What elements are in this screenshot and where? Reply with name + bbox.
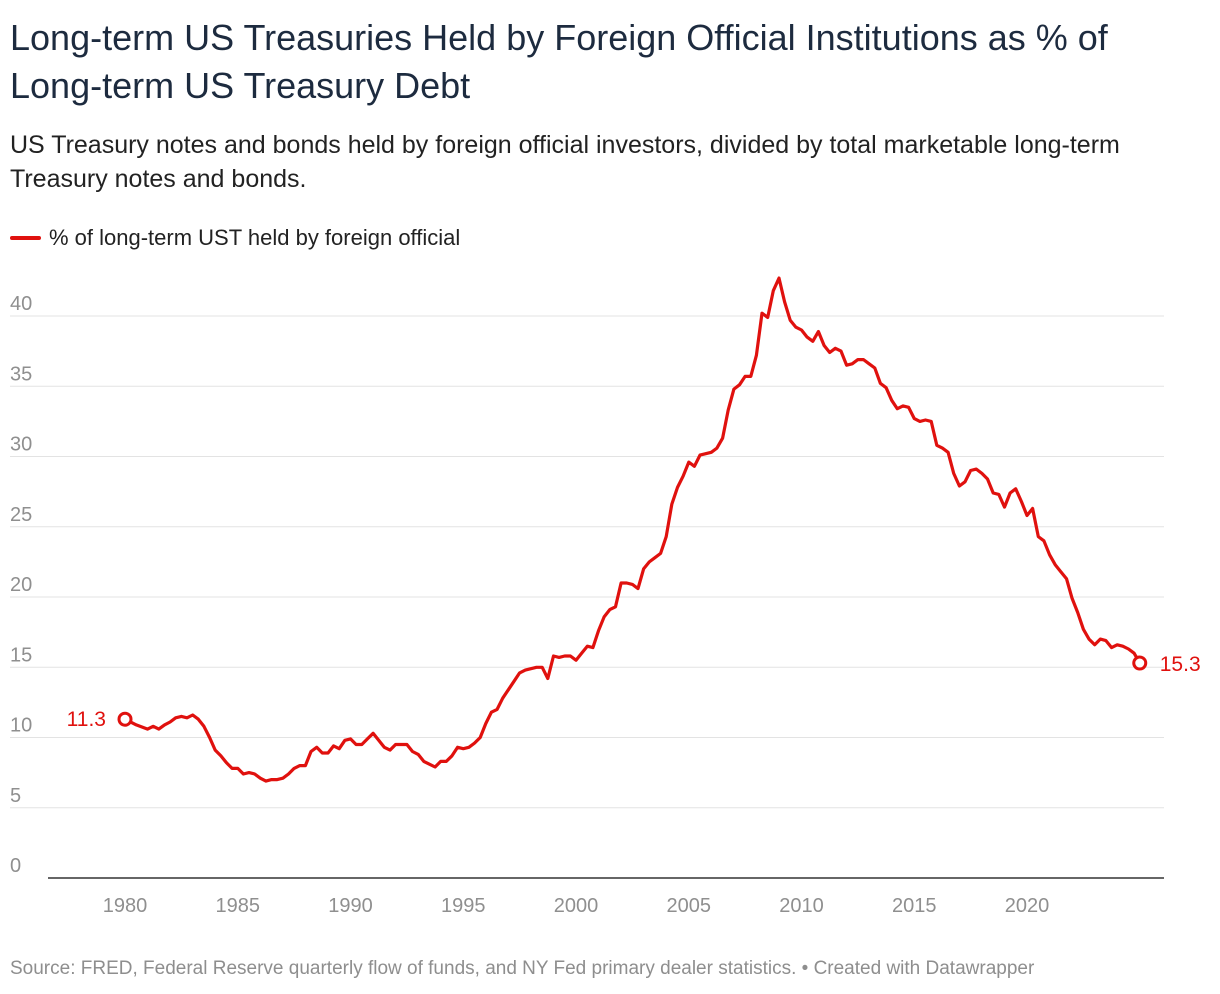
x-tick-label: 1995 (441, 895, 486, 917)
x-tick-label: 1980 (103, 895, 148, 917)
x-tick-label: 2020 (1005, 895, 1050, 917)
chart-subtitle: US Treasury notes and bonds held by fore… (10, 131, 1120, 193)
series-line (123, 276, 1142, 783)
x-tick-label: 2005 (667, 895, 712, 917)
y-tick-label: 15 (10, 644, 32, 666)
x-tick-label: 2000 (554, 895, 599, 917)
y-tick-label: 25 (10, 504, 32, 526)
x-tick-label: 1990 (328, 895, 373, 917)
x-tick-label: 1985 (216, 895, 261, 917)
x-tick-label: 2015 (892, 895, 937, 917)
y-tick-label: 0 (10, 855, 21, 877)
y-tick-label: 35 (10, 363, 32, 385)
chart-title: Long-term US Treasuries Held by Foreign … (10, 17, 1108, 106)
y-tick-label: 10 (10, 715, 32, 737)
source-note: Source: FRED, Federal Reserve quarterly … (10, 958, 1035, 979)
y-tick-label: 30 (10, 434, 32, 456)
y-tick-label: 40 (10, 293, 32, 315)
y-tick-label: 20 (10, 574, 32, 596)
legend-label: % of long-term UST held by foreign offic… (49, 225, 461, 250)
start-point-marker (117, 711, 133, 727)
x-tick-label: 2010 (779, 895, 824, 917)
y-tick-label: 5 (10, 785, 21, 807)
end-point-marker (1132, 655, 1148, 671)
legend-swatch (10, 236, 41, 240)
start-value-label: 11.3 (67, 708, 106, 731)
end-value-label: 15.3 (1160, 653, 1201, 676)
legend: % of long-term UST held by foreign offic… (10, 224, 460, 252)
